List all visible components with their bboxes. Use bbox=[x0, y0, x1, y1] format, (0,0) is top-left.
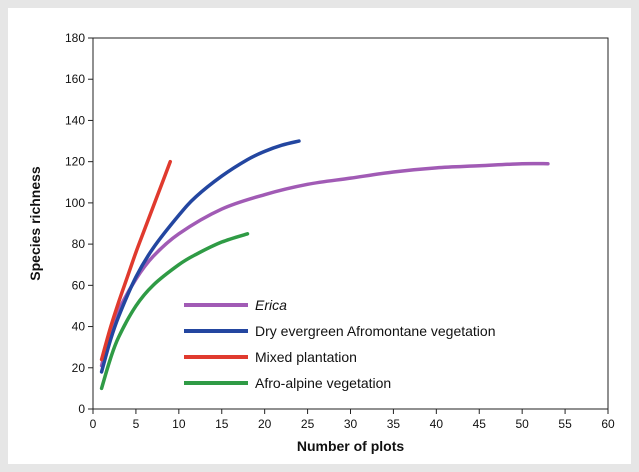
x-tick-label: 0 bbox=[90, 417, 97, 431]
legend-label-2: Dry evergreen Afromontane vegetation bbox=[255, 323, 495, 339]
legend-label-1: Erica bbox=[255, 297, 287, 313]
x-tick-label: 35 bbox=[387, 417, 401, 431]
legend-box bbox=[176, 275, 601, 400]
x-tick-label: 55 bbox=[558, 417, 572, 431]
y-tick-label: 40 bbox=[72, 320, 86, 334]
x-axis-label: Number of plots bbox=[297, 438, 405, 454]
y-tick-label: 120 bbox=[65, 155, 85, 169]
x-tick-label: 10 bbox=[172, 417, 186, 431]
x-tick-label: 5 bbox=[133, 417, 140, 431]
y-axis-label: Species richness bbox=[27, 166, 43, 281]
x-tick-label: 20 bbox=[258, 417, 272, 431]
legend-label-3: Mixed plantation bbox=[255, 349, 357, 365]
y-tick-label: 0 bbox=[78, 402, 85, 416]
y-tick-label: 180 bbox=[65, 31, 85, 45]
y-tick-label: 80 bbox=[72, 237, 86, 251]
series-layer bbox=[99, 139, 550, 391]
y-tick-label: 160 bbox=[65, 72, 85, 86]
x-tick-label: 45 bbox=[473, 417, 487, 431]
legend-label-4: Afro-alpine vegetation bbox=[255, 375, 391, 391]
series-line-4 bbox=[99, 232, 250, 391]
y-tick-label: 60 bbox=[72, 278, 86, 292]
chart-panel: 0 20 40 60 80 100 120 140 160 180 0 5 10 15 20 25 30 35 4… bbox=[8, 8, 631, 464]
x-tick-label: 60 bbox=[601, 417, 615, 431]
y-axis: 0 20 40 60 80 100 120 140 160 180 bbox=[65, 31, 93, 416]
x-tick-label: 50 bbox=[515, 417, 529, 431]
legend: Erica Dry evergreen Afromontane vegetatio… bbox=[176, 275, 601, 400]
x-tick-label: 40 bbox=[430, 417, 444, 431]
x-tick-label: 15 bbox=[215, 417, 229, 431]
series-line-2 bbox=[99, 139, 301, 374]
x-tick-label: 30 bbox=[344, 417, 358, 431]
x-tick-label: 25 bbox=[301, 417, 315, 431]
y-tick-label: 100 bbox=[65, 196, 85, 210]
x-axis: 0 5 10 15 20 25 30 35 40 45 50 55 60 bbox=[90, 409, 615, 431]
y-tick-label: 20 bbox=[72, 361, 86, 375]
series-line-3 bbox=[99, 159, 172, 362]
y-tick-label: 140 bbox=[65, 113, 85, 127]
species-richness-chart: 0 20 40 60 80 100 120 140 160 180 0 5 10 15 20 25 30 35 4… bbox=[27, 31, 615, 454]
